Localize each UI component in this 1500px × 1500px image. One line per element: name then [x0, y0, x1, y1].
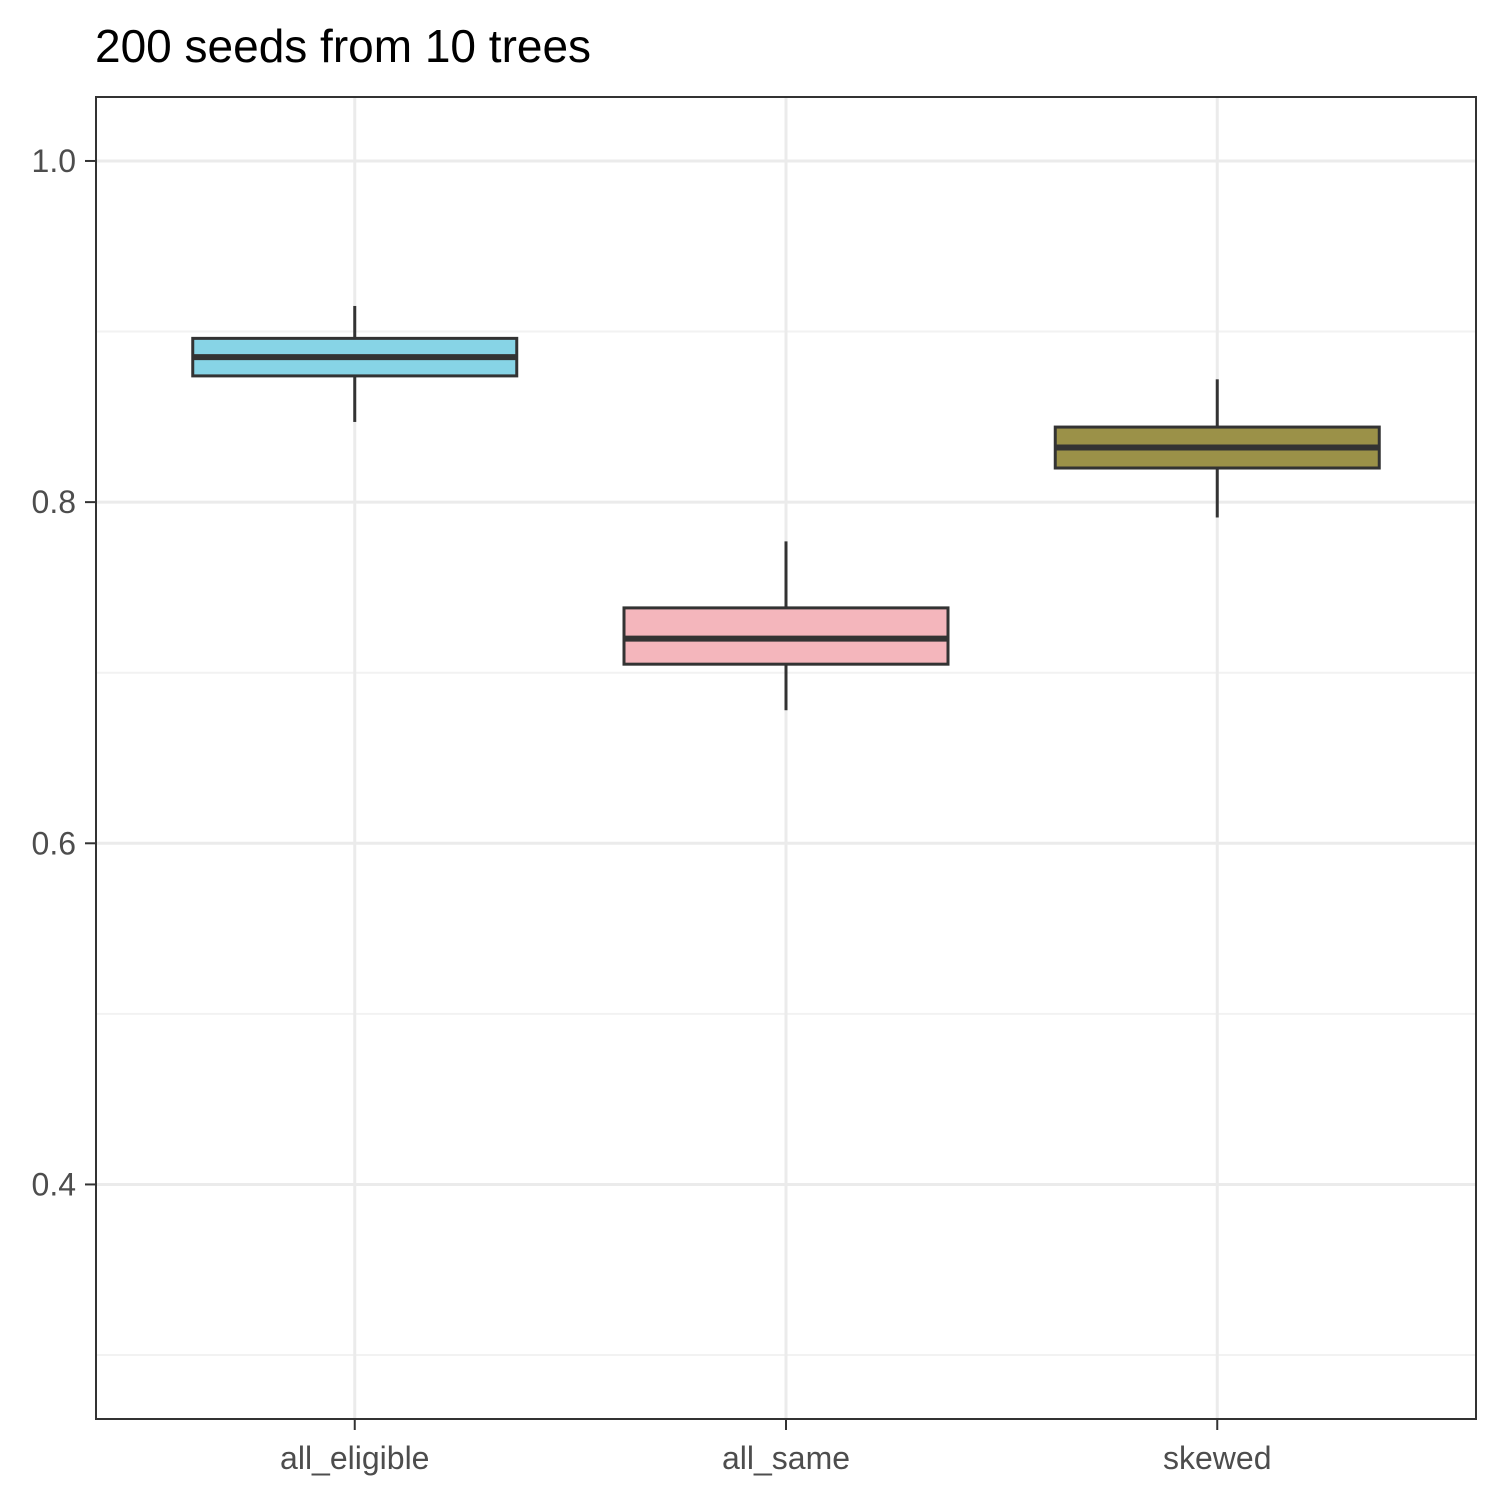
y-tick-label: 0.8: [32, 484, 76, 520]
y-tick-label: 1.0: [32, 143, 76, 179]
box-all_same: [622, 541, 950, 711]
x-tick-label: all_same: [722, 1440, 850, 1476]
x-axis: all_eligible all_same skewed: [280, 1419, 1272, 1476]
box-skewed: [1053, 379, 1381, 518]
boxplot-series: [191, 305, 1381, 711]
chart-title: 200 seeds from 10 trees: [95, 20, 591, 72]
box-all_eligible: [191, 305, 519, 422]
y-tick-label: 0.4: [32, 1166, 76, 1202]
grid-major: [96, 97, 1476, 1419]
x-tick-label: skewed: [1163, 1440, 1272, 1476]
y-axis: 0.4 0.6 0.8 1.0: [32, 143, 96, 1202]
x-tick-label: all_eligible: [280, 1440, 429, 1476]
y-tick-label: 0.6: [32, 825, 76, 861]
